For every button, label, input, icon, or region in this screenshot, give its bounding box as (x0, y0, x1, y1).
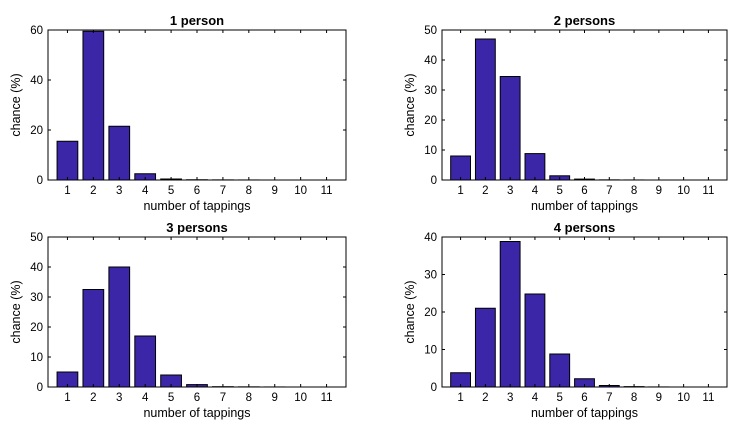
y-tick-label: 0 (431, 175, 437, 187)
x-tick-label: 2 (90, 392, 96, 404)
y-tick-label: 0 (431, 382, 437, 394)
bar (500, 77, 520, 181)
x-axis-label: number of tappings (143, 199, 250, 213)
x-tick-label: 9 (656, 185, 662, 197)
y-tick-label: 0 (37, 382, 43, 394)
bar (109, 267, 130, 387)
x-tick-label: 2 (482, 185, 488, 197)
x-tick-label: 6 (581, 392, 587, 404)
bar (475, 308, 495, 387)
x-tick-label: 11 (321, 185, 333, 197)
subplot-title: 3 persons (166, 220, 227, 235)
y-tick-label: 10 (30, 352, 43, 364)
y-tick-label: 30 (424, 85, 437, 97)
x-axis-label: number of tappings (143, 406, 250, 420)
x-tick-label: 8 (631, 392, 637, 404)
subplot-title: 4 persons (554, 220, 615, 235)
x-tick-label: 8 (246, 185, 252, 197)
y-tick-label: 40 (424, 232, 437, 244)
subplot-title: 2 persons (554, 13, 615, 28)
bar (525, 294, 545, 387)
y-tick-label: 20 (424, 115, 437, 127)
y-axis-label: chance (%) (403, 280, 417, 343)
y-tick-label: 10 (424, 145, 437, 157)
x-tick-label: 7 (220, 392, 226, 404)
x-tick-label: 4 (532, 185, 539, 197)
x-tick-label: 5 (557, 392, 563, 404)
x-tick-label: 1 (457, 185, 463, 197)
subplot-1: 1 2 3 4 5 6 7 8 9 10 11 0 20 40 60 1 person number of ta… (9, 13, 346, 213)
x-tick-label: 4 (532, 392, 539, 404)
x-tick-label: 10 (294, 185, 307, 197)
bar (475, 39, 495, 180)
x-axis-label: number of tappings (531, 199, 638, 213)
x-tick-label: 10 (677, 392, 690, 404)
x-tick-label: 2 (90, 185, 96, 197)
x-tick-label: 3 (116, 392, 122, 404)
x-tick-label: 6 (581, 185, 587, 197)
y-tick-label: 60 (30, 25, 43, 37)
bar (57, 141, 78, 180)
y-tick-label: 30 (424, 270, 437, 282)
subplot-4: 1 2 3 4 5 6 7 8 9 10 11 0 10 20 30 40 4 persons number of… (403, 220, 727, 420)
x-tick-label: 11 (702, 392, 714, 404)
bar (109, 126, 130, 180)
x-tick-label: 10 (677, 185, 690, 197)
y-tick-label: 10 (424, 345, 437, 357)
x-tick-label: 1 (64, 392, 70, 404)
x-tick-label: 4 (142, 392, 149, 404)
y-tick-label: 0 (37, 175, 43, 187)
subplot-2: 1 2 3 4 5 6 7 8 9 10 11 0 10 20 30 40 50 2 persons number … (403, 13, 727, 213)
x-tick-label: 9 (656, 392, 662, 404)
y-tick-label: 20 (30, 125, 43, 137)
x-tick-label: 5 (168, 185, 174, 197)
y-tick-label: 20 (30, 322, 43, 334)
x-axis-label: number of tappings (531, 406, 638, 420)
bar (83, 290, 104, 388)
subplot-3: 1 2 3 4 5 6 7 8 9 10 11 0 10 20 30 40 50 3 persons number … (9, 220, 346, 420)
x-tick-label: 8 (246, 392, 252, 404)
x-tick-label: 5 (557, 185, 563, 197)
subplot-title: 1 person (170, 13, 224, 28)
x-tick-label: 1 (457, 392, 463, 404)
bar (451, 156, 471, 180)
bar (550, 354, 570, 387)
y-axis-label: chance (%) (9, 73, 23, 136)
y-tick-label: 50 (30, 232, 43, 244)
x-tick-label: 7 (606, 392, 612, 404)
x-tick-label: 4 (142, 185, 149, 197)
x-tick-label: 7 (606, 185, 612, 197)
x-tick-label: 6 (194, 185, 200, 197)
x-tick-label: 7 (220, 185, 226, 197)
bar (83, 31, 104, 180)
x-tick-label: 2 (482, 392, 488, 404)
x-tick-label: 8 (631, 185, 637, 197)
y-axis-label: chance (%) (403, 73, 417, 136)
x-tick-label: 11 (321, 392, 333, 404)
y-tick-label: 40 (30, 75, 43, 87)
bar (135, 336, 156, 387)
x-tick-label: 9 (272, 392, 278, 404)
y-tick-label: 30 (30, 292, 43, 304)
x-tick-label: 3 (507, 185, 513, 197)
x-tick-label: 11 (702, 185, 714, 197)
y-axis-label: chance (%) (9, 280, 23, 343)
bar (525, 154, 545, 180)
x-tick-label: 6 (194, 392, 200, 404)
x-tick-label: 3 (507, 392, 513, 404)
bar (500, 242, 520, 388)
x-tick-label: 1 (64, 185, 70, 197)
x-tick-label: 5 (168, 392, 174, 404)
y-tick-label: 20 (424, 307, 437, 319)
y-tick-label: 40 (30, 262, 43, 274)
x-tick-label: 9 (272, 185, 278, 197)
x-tick-label: 3 (116, 185, 122, 197)
x-tick-label: 10 (294, 392, 307, 404)
y-tick-label: 50 (424, 25, 437, 37)
y-tick-label: 40 (424, 55, 437, 67)
